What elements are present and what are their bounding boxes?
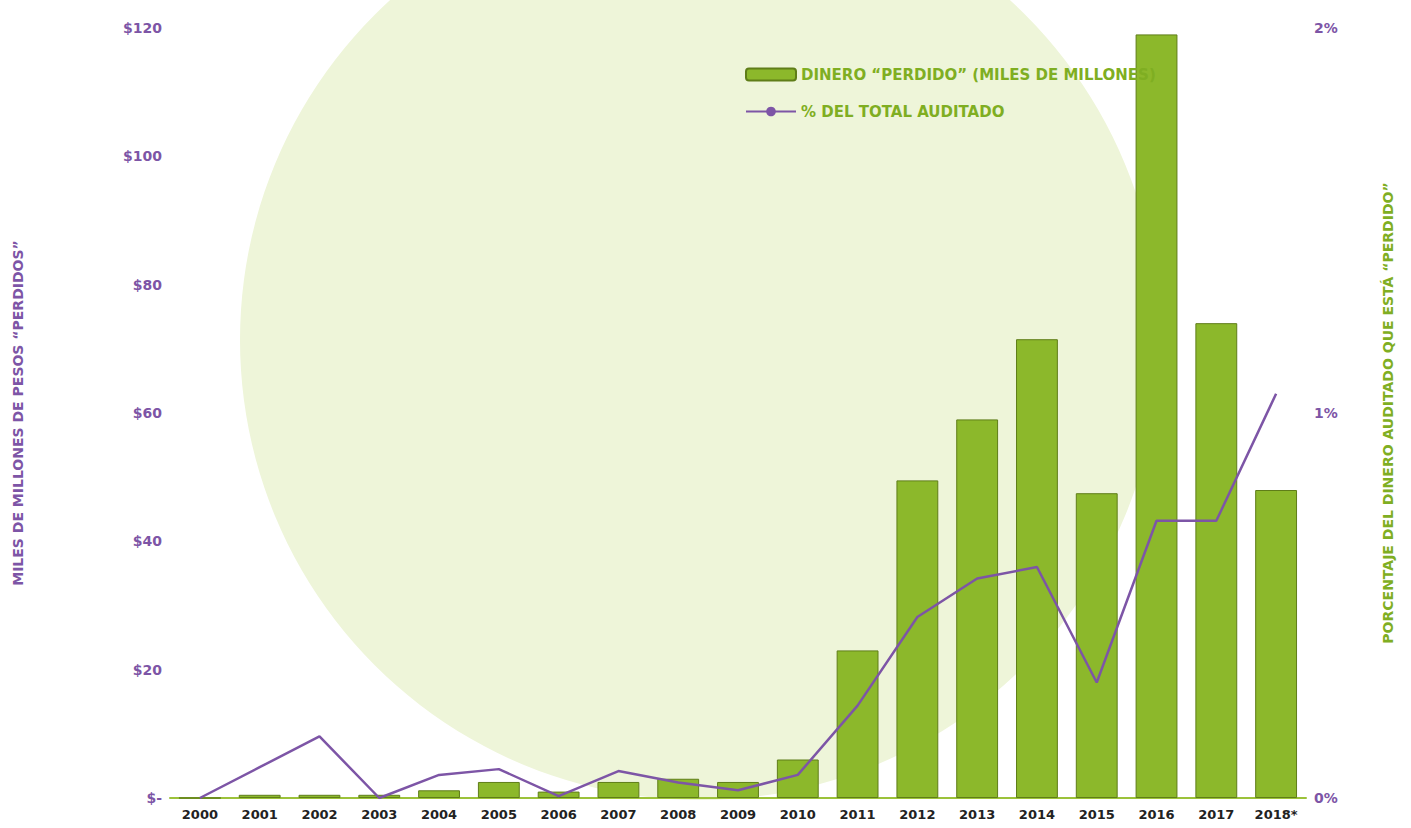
svg-text:2001: 2001	[242, 807, 278, 822]
svg-text:1%: 1%	[1314, 405, 1338, 421]
svg-text:2013: 2013	[959, 807, 995, 822]
svg-text:DINERO “PERDIDO” (MILES DE MIL: DINERO “PERDIDO” (MILES DE MILLONES)	[801, 66, 1156, 84]
svg-text:2004: 2004	[421, 807, 457, 822]
svg-text:2012: 2012	[899, 807, 935, 822]
svg-text:2006: 2006	[541, 807, 577, 822]
svg-text:0%: 0%	[1314, 790, 1338, 806]
svg-text:2011: 2011	[839, 807, 875, 822]
svg-text:2014: 2014	[1019, 807, 1055, 822]
svg-text:2015: 2015	[1079, 807, 1115, 822]
svg-text:2007: 2007	[600, 807, 636, 822]
svg-text:2017: 2017	[1198, 807, 1234, 822]
svg-text:2002: 2002	[301, 807, 337, 822]
svg-text:PORCENTAJE DEL DINERO AUDITADO: PORCENTAJE DEL DINERO AUDITADO QUE ESTÁ …	[1380, 182, 1396, 643]
svg-text:2005: 2005	[481, 807, 517, 822]
svg-text:% DEL TOTAL AUDITADO: % DEL TOTAL AUDITADO	[801, 103, 1004, 121]
svg-text:2%: 2%	[1314, 20, 1338, 36]
svg-text:$100: $100	[123, 148, 162, 164]
svg-text:$20: $20	[133, 662, 162, 678]
svg-text:$120: $120	[123, 20, 162, 36]
svg-text:2009: 2009	[720, 807, 756, 822]
svg-text:2010: 2010	[780, 807, 816, 822]
svg-text:MILES DE MILLONES DE PESOS “PE: MILES DE MILLONES DE PESOS “PERDIDOS”	[10, 240, 26, 586]
svg-text:2016: 2016	[1138, 807, 1174, 822]
svg-text:2003: 2003	[361, 807, 397, 822]
svg-text:$60: $60	[133, 405, 162, 421]
svg-text:2008: 2008	[660, 807, 696, 822]
svg-text:2000: 2000	[182, 807, 218, 822]
svg-text:2018*: 2018*	[1255, 807, 1298, 822]
svg-text:$80: $80	[133, 277, 162, 293]
svg-text:$-: $-	[146, 790, 162, 806]
svg-text:$40: $40	[133, 533, 162, 549]
